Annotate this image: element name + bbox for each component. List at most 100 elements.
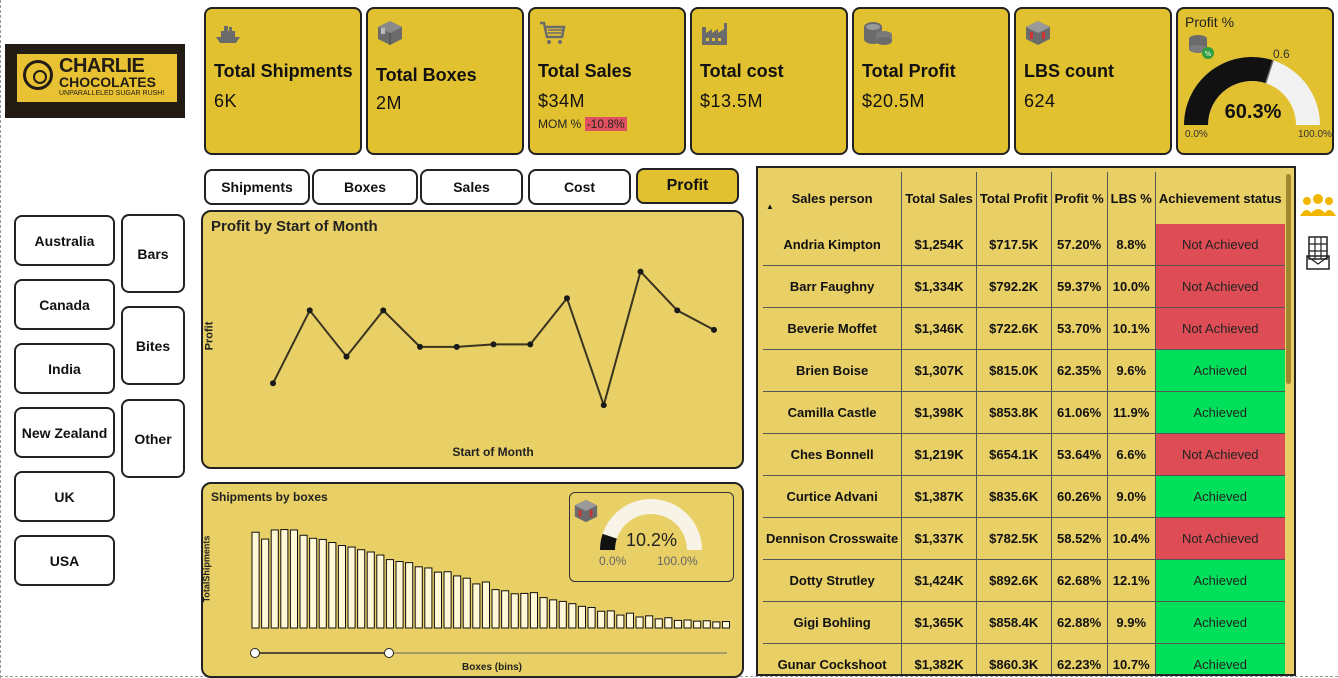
data-table: ▲ Sales person Total Sales Total Profit P… [763,172,1285,676]
histogram-bar [540,598,547,628]
table-row[interactable]: Ches Bonnell $1,219K $654.1K 53.64% 6.6% Not … [763,434,1285,476]
filter-country-usa[interactable]: USA [14,535,115,586]
gauge-max: 100.0% [1298,129,1332,140]
cell-profit-pct: 57.20% [1051,224,1107,266]
metric-button-boxes[interactable]: Boxes [312,169,418,205]
people-icon[interactable] [1300,192,1336,218]
cell-sales-person: Brien Boise [763,350,902,392]
histogram-bar [722,622,729,628]
cell-profit-pct: 58.52% [1051,518,1107,560]
cell-total-sales: $1,382K [902,644,977,677]
histogram-bar [607,611,614,628]
kpi-total-cost: Total cost $13.5M [690,7,848,155]
metric-button-sales[interactable]: Sales [420,169,523,205]
cell-achievement-status: Not Achieved [1155,224,1284,266]
filter-country-uk[interactable]: UK [14,471,115,522]
table-row[interactable]: Gunar Cockshoot $1,382K $860.3K 62.23% 10.7%… [763,644,1285,677]
cell-sales-person: Ches Bonnell [763,434,902,476]
table-scrollbar[interactable] [1286,174,1291,384]
mom-indicator: MOM % -10.8% [538,117,627,131]
cell-achievement-status: Achieved [1155,644,1284,677]
filter-country-canada[interactable]: Canada [14,279,115,330]
kpi-total-shipments: Total Shipments 6K [204,7,362,155]
histogram-bar [502,591,509,628]
data-point [270,380,276,386]
gauge-target: 0.6 [1273,47,1290,61]
table-row[interactable]: Gigi Bohling $1,365K $858.4K 62.88% 9.9% Achi… [763,602,1285,644]
table-row[interactable]: Brien Boise $1,307K $815.0K 62.35% 9.6% Achie… [763,350,1285,392]
metric-button-shipments[interactable]: Shipments [204,169,310,205]
histogram-bar [463,578,470,628]
table-row[interactable]: Camilla Castle $1,398K $853.8K 61.06% 11.9% A… [763,392,1285,434]
cell-lbs-pct: 6.6% [1107,434,1155,476]
cell-lbs-pct: 12.1% [1107,560,1155,602]
kpi-total-profit: Total Profit $20.5M [852,7,1010,155]
column-header-total-profit[interactable]: Total Profit [976,172,1051,224]
table-row[interactable]: Curtice Advani $1,387K $835.6K 60.26% 9.0% Ac… [763,476,1285,518]
mom-label: MOM % [538,117,581,131]
histogram-bar [684,620,691,628]
cell-lbs-pct: 9.9% [1107,602,1155,644]
cell-profit-pct: 60.26% [1051,476,1107,518]
histogram-bar [665,618,672,628]
company-logo: CHARLIE CHOCOLATES UNPARALLELED SUGAR RU… [5,44,185,118]
column-header-total-sales[interactable]: Total Sales [902,172,977,224]
logo-tagline: UNPARALLELED SUGAR RUSH! [59,90,164,98]
histogram-bar [348,547,355,628]
table-row[interactable]: Beverie Moffet $1,346K $722.6K 53.70% 10.1% N… [763,308,1285,350]
histogram-bar [454,576,461,628]
x-axis-label: Start of Month [203,445,783,459]
range-slider-handle-min[interactable] [251,649,260,658]
metric-button-profit[interactable]: Profit [636,168,739,204]
histogram-bar [646,616,653,628]
histogram-bar [636,617,643,628]
filter-category-bites[interactable]: Bites [121,306,185,385]
histogram-bar [386,560,393,628]
y-axis-label: TotalShipments [201,536,211,603]
filter-country-india[interactable]: India [14,343,115,394]
table-row[interactable]: Barr Faughny $1,334K $792.2K 59.37% 10.0% Not… [763,266,1285,308]
data-point [491,341,497,347]
table-row[interactable]: Dotty Strutley $1,424K $892.6K 62.68% 12.1% A… [763,560,1285,602]
filter-country-new-zealand[interactable]: New Zealand [14,407,115,458]
kpi-title: Total Profit [862,61,956,82]
histogram-bar [290,530,297,628]
histogram-bar [521,593,528,628]
cell-profit-pct: 53.70% [1051,308,1107,350]
column-header-profit-pct[interactable]: Profit % [1051,172,1107,224]
chocolate-bar-icon[interactable] [1305,236,1331,272]
cell-sales-person: Barr Faughny [763,266,902,308]
kpi-value: 2M [376,93,402,114]
cell-lbs-pct: 10.4% [1107,518,1155,560]
cell-lbs-pct: 10.0% [1107,266,1155,308]
sort-arrow-icon[interactable]: ▲ [766,202,774,211]
filter-category-bars[interactable]: Bars [121,214,185,293]
cell-achievement-status: Achieved [1155,602,1284,644]
histogram-bar [482,582,489,628]
table-row[interactable]: Andria Kimpton $1,254K $717.5K 57.20% 8.8% No… [763,224,1285,266]
cell-profit-pct: 62.23% [1051,644,1107,677]
table-row[interactable]: Dennison Crosswaite $1,337K $782.5K 58.52% 1… [763,518,1285,560]
cell-total-sales: $1,424K [902,560,977,602]
histogram-bar [329,543,336,629]
range-slider-handle-max[interactable] [385,649,394,658]
y-axis-label: Profit [203,322,215,351]
filter-category-other[interactable]: Other [121,399,185,478]
column-header-sales-person[interactable]: ▲ Sales person [763,172,902,224]
histogram-bar [415,567,422,628]
column-header-achievement[interactable]: Achievement status [1155,172,1284,224]
cell-lbs-pct: 10.7% [1107,644,1155,677]
histogram-bar [559,601,566,628]
gauge-min: 0.0% [1185,129,1208,140]
mini-gauge-card: 10.2% 0.0% 100.0% [569,492,734,582]
cell-sales-person: Gigi Bohling [763,602,902,644]
histogram-bar [694,621,701,628]
profit-line-chart [203,212,744,469]
filter-country-australia[interactable]: Australia [14,215,115,266]
factory-icon [700,19,728,47]
column-header-lbs-pct[interactable]: LBS % [1107,172,1155,224]
cell-achievement-status: Achieved [1155,560,1284,602]
metric-button-cost[interactable]: Cost [528,169,631,205]
cell-lbs-pct: 9.6% [1107,350,1155,392]
kpi-lbs-count: LBS count 624 [1014,7,1172,155]
